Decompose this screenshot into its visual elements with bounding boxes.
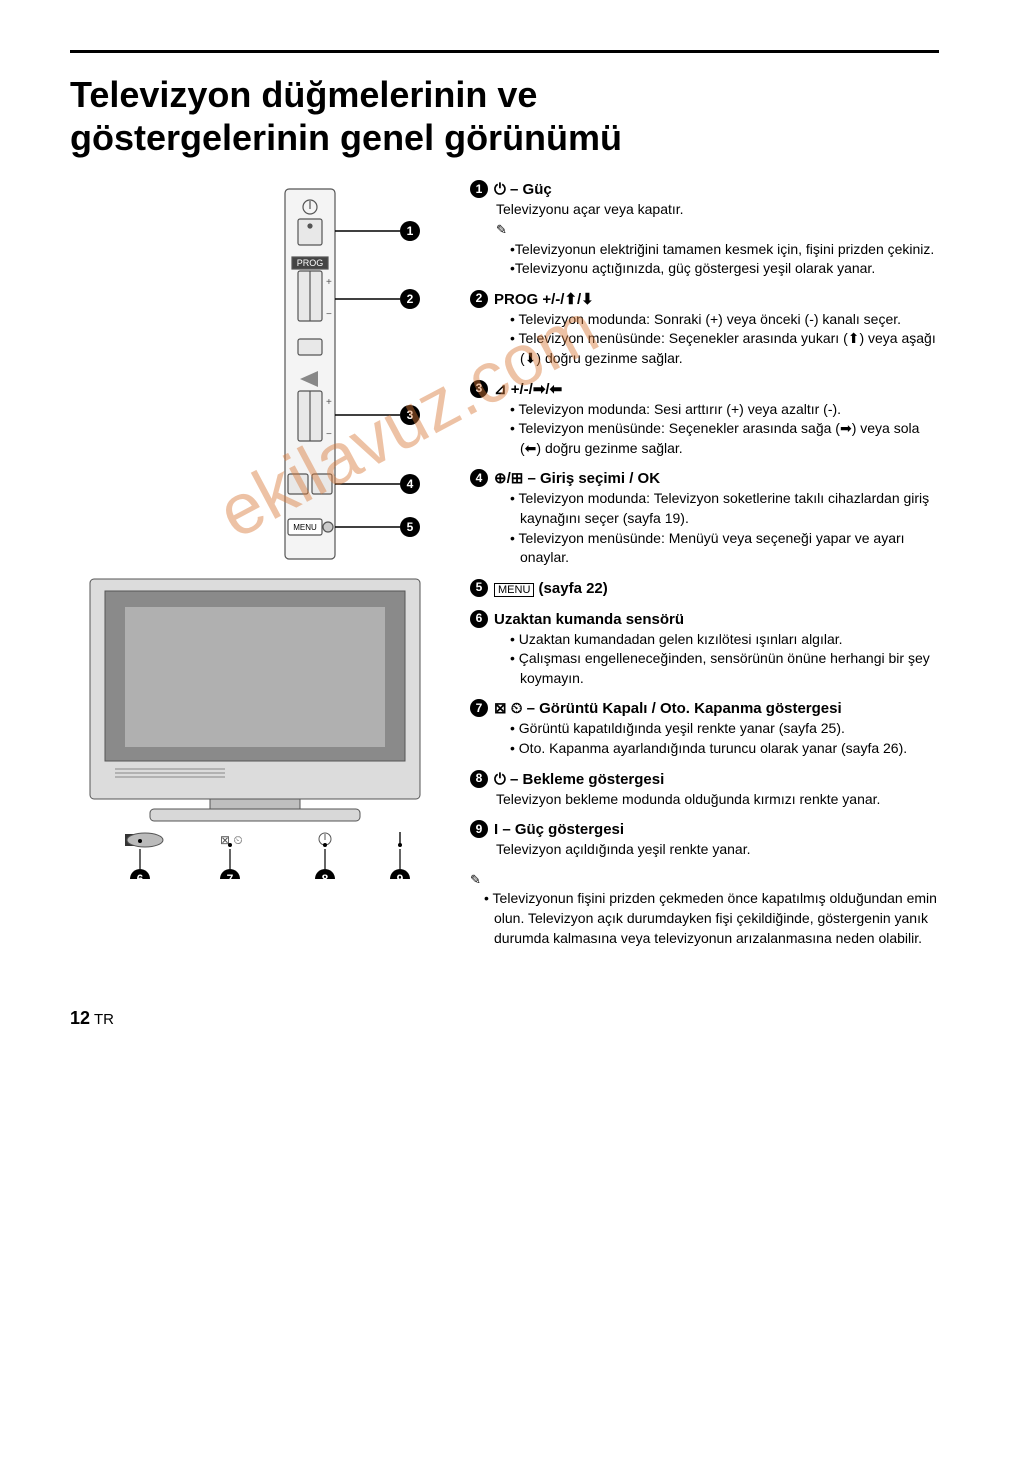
item-3: 3⊿ +/-/➡/⬅ • Televizyon modunda: Sesi ar… <box>470 379 939 459</box>
item-4: 4⊕/⊞ – Giriş seçimi / OK • Televizyon mo… <box>470 468 939 567</box>
item7-b1: • Görüntü kapatıldığında yeşil renkte ya… <box>510 719 939 739</box>
diagram-prog-label: PROG <box>297 258 324 268</box>
item3-b2: • Televizyon menüsünde: Seçenekler arası… <box>510 419 939 458</box>
tv-diagram: PROG MENU + − + − 1 2 3 <box>70 179 440 879</box>
footnote: • Televizyonun fişini prizden çekmeden ö… <box>484 889 939 948</box>
item-1: 1⏻ – Güç Televizyonu açar veya kapatır. … <box>470 179 939 278</box>
menu-box: MENU <box>494 583 534 597</box>
item7-b2: • Oto. Kapanma ayarlandığında turuncu ol… <box>510 739 939 759</box>
top-rule <box>70 50 939 53</box>
item4-head: ⊕/⊞ – Giriş seçimi / OK <box>494 468 660 489</box>
page-number: 12 <box>70 1008 90 1028</box>
item1-b1: •Televizyonun elektriğini tamamen kesmek… <box>510 240 939 260</box>
item2-b2: • Televizyon menüsünde: Seçenekler arası… <box>510 329 939 368</box>
svg-text:3: 3 <box>407 408 414 422</box>
item3-b1: • Televizyon modunda: Sesi arttırır (+) … <box>510 400 939 420</box>
item-6: 6Uzaktan kumanda sensörü • Uzaktan kuman… <box>470 609 939 689</box>
description-column: 1⏻ – Güç Televizyonu açar veya kapatır. … <box>470 179 939 948</box>
item1-b2: •Televizyonu açtığınızda, güç göstergesi… <box>510 259 939 279</box>
item8-head: ⏻ – Bekleme göstergesi <box>494 769 664 790</box>
item-9: 9I – Güç göstergesi Televizyon açıldığın… <box>470 819 939 860</box>
item-7: 7⊠ ⏲ – Görüntü Kapalı / Oto. Kapanma gös… <box>470 698 939 758</box>
diagram-column: PROG MENU + − + − 1 2 3 <box>70 179 440 948</box>
item2-b1: • Televizyon modunda: Sonraki (+) veya ö… <box>510 310 939 330</box>
footnote-block: • Televizyonun fişini prizden çekmeden ö… <box>470 870 939 948</box>
item-2: 2PROG +/-/⬆/⬇ • Televizyon modunda: Sonr… <box>470 289 939 369</box>
item6-b2: • Çalışması engelleneceğinden, sensörünü… <box>510 649 939 688</box>
title-line-2: göstergelerinin genel görünümü <box>70 117 622 158</box>
item5-after: (sayfa 22) <box>534 580 607 597</box>
item9-body: Televizyon açıldığında yeşil renkte yana… <box>496 840 939 860</box>
note-icon <box>470 870 939 890</box>
page-title: Televizyon düğmelerinin ve göstergelerin… <box>70 73 939 159</box>
item6-b1: • Uzaktan kumandadan gelen kızılötesi ış… <box>510 630 939 650</box>
svg-text:7: 7 <box>227 872 234 879</box>
item6-head: Uzaktan kumanda sensörü <box>494 609 684 630</box>
svg-text:+: + <box>326 277 332 288</box>
svg-text:8: 8 <box>322 872 329 879</box>
svg-text:2: 2 <box>407 292 414 306</box>
item4-b1: • Televizyon modunda: Televizyon soketle… <box>510 489 939 528</box>
svg-text:5: 5 <box>407 520 414 534</box>
svg-text:9: 9 <box>397 872 404 879</box>
item1-head: ⏻ – Güç <box>494 179 552 200</box>
item-5: 5 MENU (sayfa 22) <box>470 578 939 599</box>
item4-b2: • Televizyon menüsünde: Menüyü veya seçe… <box>510 529 939 568</box>
item1-body: Televizyonu açar veya kapatır. <box>496 200 939 220</box>
svg-text:4: 4 <box>407 477 414 491</box>
svg-text:+: + <box>326 397 332 408</box>
page-suffix: TR <box>94 1011 114 1028</box>
svg-text:−: − <box>326 429 332 440</box>
item3-head: ⊿ +/-/ <box>494 381 533 398</box>
note-icon <box>496 220 939 240</box>
svg-text:−: − <box>326 309 332 320</box>
svg-text:6: 6 <box>137 872 144 879</box>
svg-text:1: 1 <box>407 224 414 238</box>
page-footer: 12 TR <box>70 1008 939 1029</box>
item9-head: I – Güç göstergesi <box>494 819 624 840</box>
title-line-1: Televizyon düğmelerinin ve <box>70 74 537 115</box>
item2-head: PROG +/-/ <box>494 291 564 308</box>
item7-head: ⊠ ⏲ – Görüntü Kapalı / Oto. Kapanma göst… <box>494 698 842 719</box>
item8-body: Televizyon bekleme modunda olduğunda kır… <box>496 790 939 810</box>
diagram-menu-label: MENU <box>293 523 317 532</box>
item-8: 8⏻ – Bekleme göstergesi Televizyon bekle… <box>470 769 939 810</box>
